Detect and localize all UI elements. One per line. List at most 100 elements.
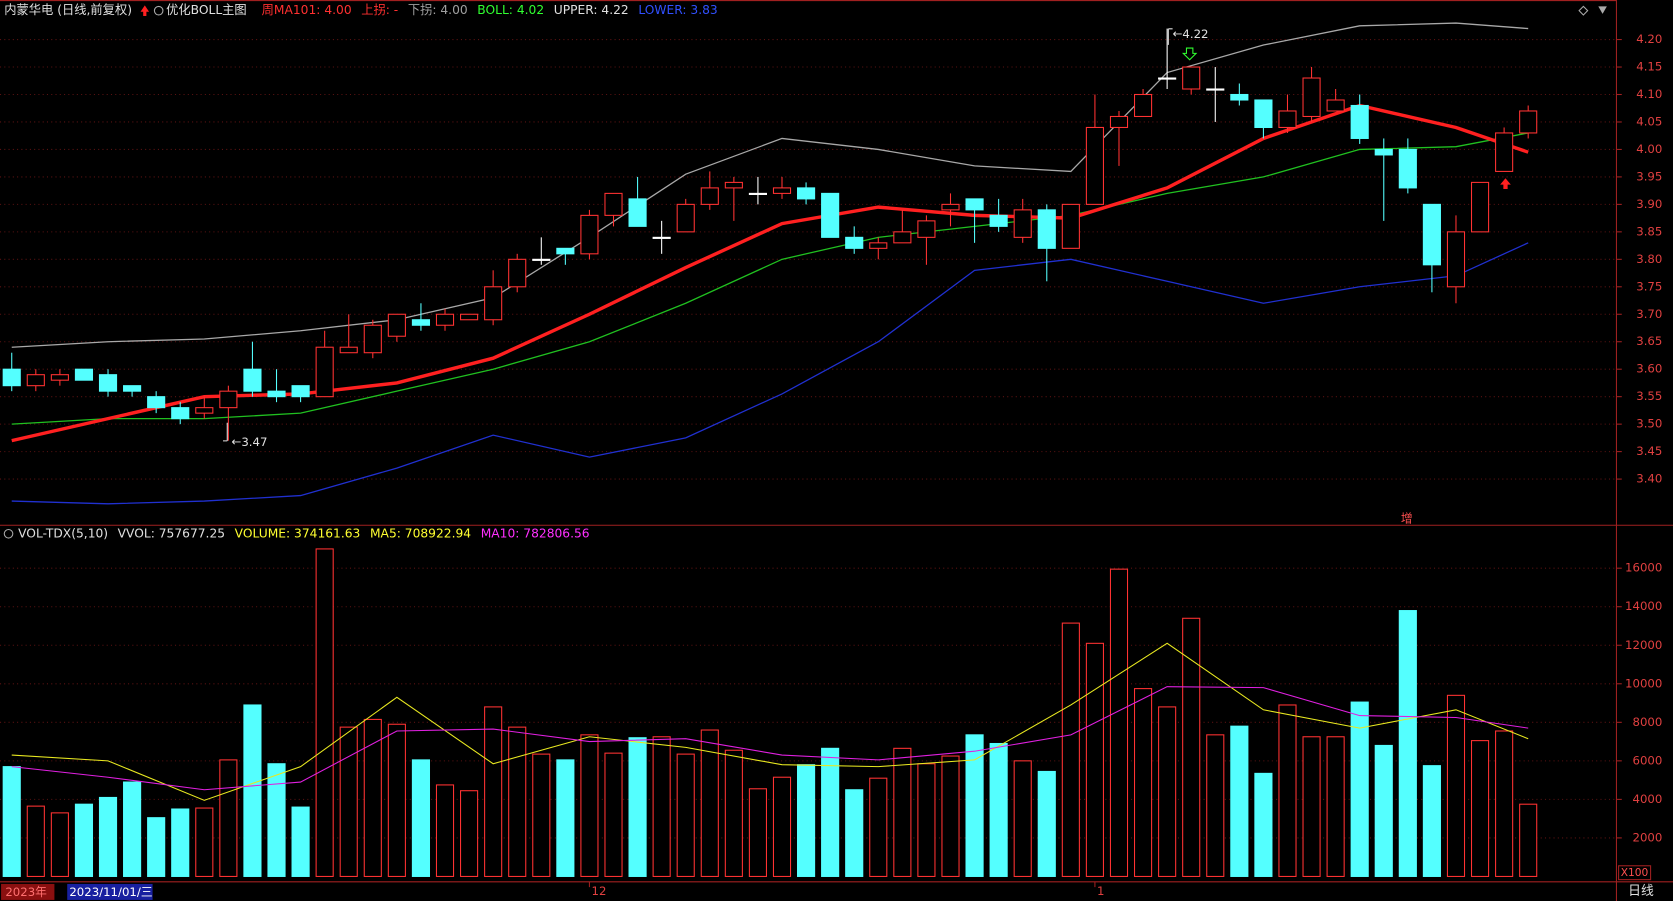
cursor-box: [67, 883, 153, 900]
low-annotation: ←3.47: [232, 434, 268, 448]
candle-body: [291, 385, 310, 398]
volume-bar: [1109, 568, 1129, 877]
volume-bar: [893, 747, 912, 877]
icon: [1598, 6, 1607, 14]
volume-bar: [1037, 770, 1056, 877]
volume-bar: [532, 753, 551, 877]
y-tick-label: 3.85: [1636, 224, 1662, 238]
volume-bar: [508, 726, 527, 877]
indicator-icon: [153, 5, 164, 16]
y-tick-label: 3.45: [1636, 444, 1662, 458]
volume-bar: [604, 752, 623, 877]
candle-body: [1182, 66, 1201, 90]
volume-bar: [1350, 701, 1369, 877]
volume-bar: [1061, 622, 1080, 877]
unit-label: X100: [1621, 866, 1649, 879]
candle-body: [411, 319, 431, 326]
y-tick-label: 6000: [1633, 753, 1663, 767]
candle-body: [98, 374, 118, 392]
volume-bar: [74, 803, 94, 877]
candle-body: [628, 198, 647, 227]
candle-body: [171, 407, 190, 420]
candle-body: [243, 368, 262, 392]
y-tick-label: 12000: [1625, 638, 1662, 652]
volume-bar: [339, 726, 358, 877]
indicator-line: [11, 686, 1529, 791]
header-item: BOLL: 4.02: [477, 3, 544, 17]
volume-bar: [1085, 642, 1104, 877]
candle-body: [1254, 99, 1273, 128]
y-tick-label: 3.55: [1636, 389, 1662, 403]
x-tick-label: 2023年: [5, 885, 47, 899]
candle-body: [1519, 110, 1538, 134]
y-tick-label: 4.10: [1636, 87, 1662, 101]
indicator-icon: [3, 528, 14, 539]
candle-body: [869, 242, 888, 249]
y-tick-label: 3.50: [1636, 417, 1662, 431]
volume-bar: [628, 737, 647, 877]
volume-bar: [1206, 734, 1225, 877]
candle-body: [508, 258, 527, 288]
up-icon: [140, 5, 150, 17]
header-item: VOL-TDX(5,10): [18, 526, 108, 540]
volume-bar: [941, 755, 960, 877]
y-tick-label: 3.70: [1636, 307, 1662, 321]
volume-bar: [1326, 736, 1345, 877]
candle-body: [1278, 110, 1297, 128]
chart-subtitle: 优化BOLL主图: [166, 3, 247, 17]
volume-bar: [26, 805, 45, 877]
candle-body: [435, 313, 455, 326]
y-tick-label: 3.65: [1636, 334, 1662, 348]
volume-bar: [724, 749, 743, 877]
volume-bar: [98, 796, 118, 877]
candle-body: [652, 236, 671, 239]
candle-body: [339, 346, 358, 354]
high-value: 4.22: [1182, 27, 1208, 41]
header-item: VOLUME: 374161.63: [235, 526, 361, 540]
y-tick-label: 3.80: [1636, 252, 1662, 266]
volume-bar: [123, 781, 142, 877]
candle-body: [1206, 88, 1225, 91]
candle-body: [460, 313, 479, 321]
unit-box: [1618, 865, 1652, 881]
y-tick-label: 3.95: [1636, 169, 1662, 183]
candle-body: [989, 214, 1008, 227]
x-tick-label: 1: [1097, 884, 1104, 898]
volume-bar: [772, 776, 792, 877]
candle-body: [26, 374, 45, 387]
header-item: UPPER: 4.22: [554, 3, 629, 17]
candle-body: [1374, 148, 1393, 156]
volume-bar: [652, 736, 671, 877]
candle-body: [772, 187, 792, 194]
volume-bar: [1182, 617, 1201, 877]
volume-bar: [1470, 740, 1490, 877]
candle-body: [1326, 99, 1345, 112]
candle-body: [941, 203, 960, 211]
volume-bar: [2, 766, 21, 877]
volume-bar: [1374, 744, 1393, 877]
indicator-line: [11, 242, 1529, 505]
candle-body: [1446, 231, 1466, 288]
candle-body: [700, 187, 719, 205]
header-item: MA5: 708922.94: [370, 526, 471, 540]
candle-body: [532, 258, 551, 261]
volume-bar: [315, 548, 334, 877]
y-tick-label: 2000: [1633, 830, 1663, 844]
indicator-line: [11, 22, 1529, 348]
candle-body: [484, 286, 503, 321]
y-tick-label: 3.60: [1636, 362, 1662, 376]
volume-bar: [1254, 772, 1273, 877]
candle-body: [50, 374, 69, 381]
volume-bar: [700, 729, 719, 877]
candle-body: [845, 236, 864, 249]
candle-body: [1350, 104, 1369, 139]
volume-bar: [989, 742, 1008, 877]
candle-body: [1422, 203, 1441, 266]
candle-body: [219, 390, 238, 409]
header-item: 周MA101: 4.00: [262, 3, 352, 17]
candle-body: [748, 192, 767, 195]
volume-bar: [676, 753, 695, 877]
candle-body: [363, 324, 382, 354]
